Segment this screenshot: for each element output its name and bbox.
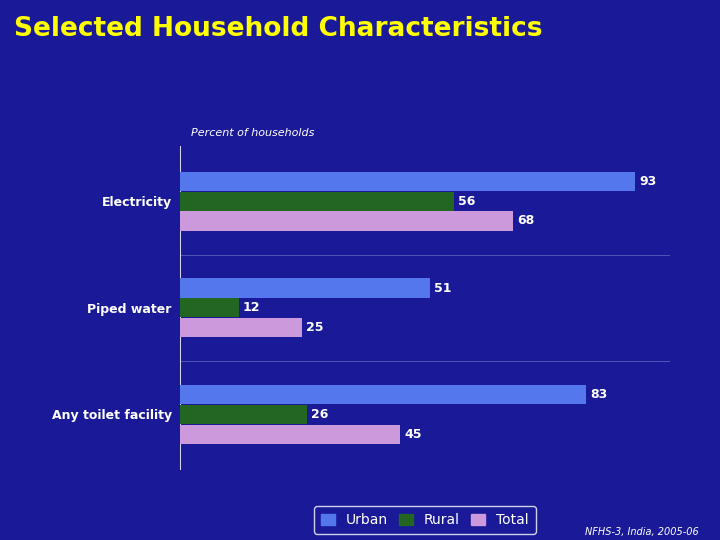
Bar bbox=[180, 192, 454, 211]
Text: 83: 83 bbox=[590, 388, 608, 401]
Text: Percent of households: Percent of households bbox=[191, 127, 314, 138]
Text: 26: 26 bbox=[311, 408, 328, 421]
Text: NFHS-3, India, 2005-06: NFHS-3, India, 2005-06 bbox=[585, 527, 698, 537]
Bar bbox=[180, 405, 307, 424]
Text: 68: 68 bbox=[517, 214, 534, 227]
Bar bbox=[180, 279, 430, 298]
Text: 25: 25 bbox=[306, 321, 324, 334]
Bar bbox=[180, 298, 239, 318]
Bar bbox=[180, 385, 586, 404]
Text: 12: 12 bbox=[243, 301, 260, 314]
Bar bbox=[180, 172, 635, 191]
Text: 93: 93 bbox=[639, 175, 657, 188]
Text: 51: 51 bbox=[433, 281, 451, 295]
Legend: Urban, Rural, Total: Urban, Rural, Total bbox=[314, 506, 536, 534]
Text: 56: 56 bbox=[458, 195, 475, 208]
Bar bbox=[180, 318, 302, 337]
Text: 45: 45 bbox=[404, 428, 422, 441]
Text: Selected Household Characteristics: Selected Household Characteristics bbox=[14, 16, 543, 42]
Bar bbox=[180, 211, 513, 231]
Bar bbox=[180, 424, 400, 444]
